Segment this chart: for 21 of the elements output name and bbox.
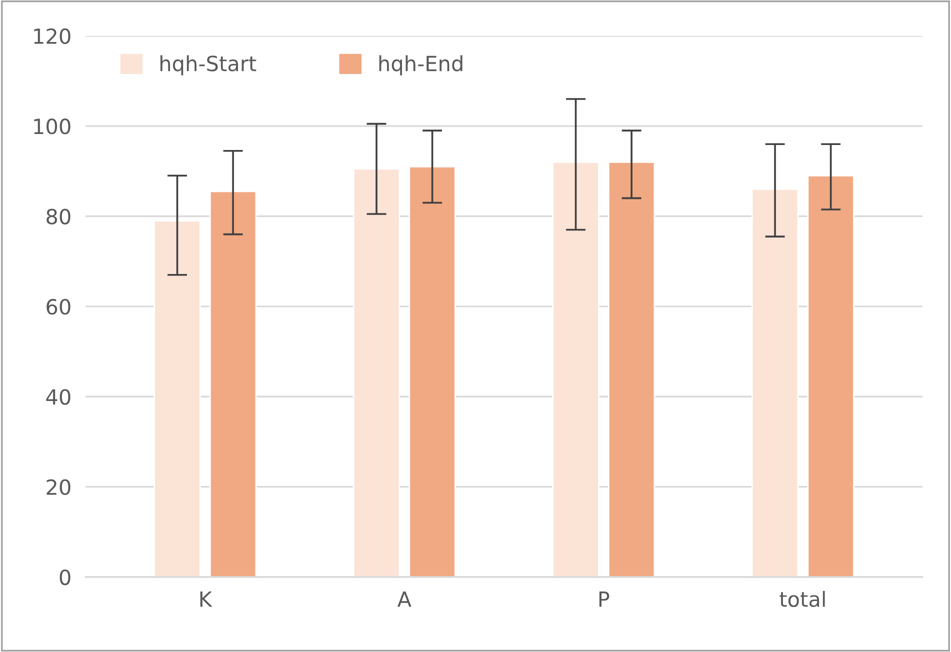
x-tick-label: A (397, 592, 412, 607)
bar (608, 161, 656, 578)
x-tick-label: K (200, 592, 212, 607)
x-tick-label: total (780, 590, 825, 608)
y-tick-label: 40 (46, 389, 70, 405)
y-tick-label: 20 (46, 479, 70, 496)
bar (751, 188, 799, 578)
bar (408, 166, 456, 578)
bar (154, 220, 201, 578)
y-tick-label: 80 (46, 208, 70, 224)
y-tick-label: 60 (46, 298, 70, 315)
bar (807, 174, 854, 578)
x-tick-label: P (599, 592, 610, 607)
bar (209, 190, 257, 578)
y-tick-label: 120 (34, 28, 70, 44)
bar (352, 168, 400, 578)
legend-label: hqh-Start (160, 55, 256, 76)
y-tick-label: 100 (34, 118, 70, 134)
bar (552, 161, 600, 578)
y-tick-label: 0 (60, 569, 70, 586)
legend-label: hqh-End (379, 55, 462, 76)
